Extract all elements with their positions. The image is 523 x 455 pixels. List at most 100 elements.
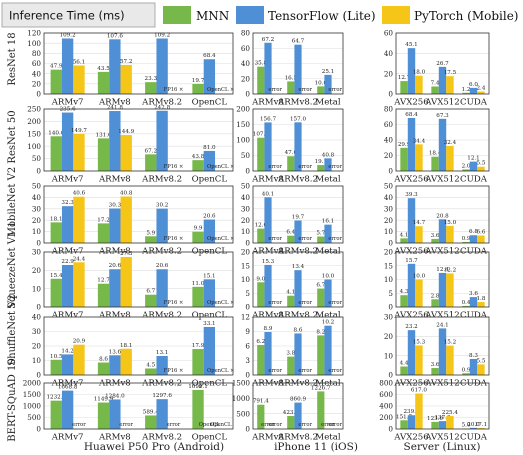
data-label: 26.7: [436, 61, 449, 67]
data-label: 589.4: [143, 409, 159, 415]
y-tick-label: 6: [245, 342, 250, 351]
y-tick-label: 0: [36, 90, 41, 99]
unsupported-annotation: error: [268, 300, 282, 306]
y-tick-label: 10: [384, 351, 394, 360]
bar-mnn: [431, 368, 439, 375]
bar-mnn: [462, 241, 470, 243]
data-label: 0.9: [462, 236, 471, 242]
data-label: 1284.0: [105, 393, 125, 399]
bar-tensorflow-lite: [61, 354, 74, 375]
unsupported-annotation: error: [328, 300, 342, 306]
data-label: 10.0: [413, 274, 426, 280]
bar-mnn: [145, 154, 157, 171]
data-label: 4.5: [146, 362, 155, 368]
legend-swatch-mnn: [163, 6, 191, 24]
data-label: 1668.8: [58, 385, 78, 391]
y-tick-label: 20: [32, 216, 42, 225]
unsupported-annotation: error: [72, 422, 86, 428]
data-label: 157.0: [290, 116, 306, 122]
unsupported-annotation: error: [298, 236, 312, 242]
y-tick-label: 60: [32, 59, 42, 68]
data-label: 43.5: [97, 66, 110, 72]
y-tick-label: 0: [388, 371, 393, 380]
bar-mnn: [400, 366, 408, 375]
y-tick-label: 40: [384, 193, 394, 202]
data-label: 14.7: [413, 220, 426, 226]
panel-frame: [252, 316, 344, 376]
panel-resnet-50-iphone-11-ios: 0 50 100 150 200 107.3 156.7 error ARMv8 47.6 157.…: [236, 105, 344, 185]
bar-pytorch-mobile: [415, 144, 423, 171]
bar-pytorch-mobile: [73, 133, 85, 171]
y-tick-label: 20: [32, 342, 42, 351]
data-label: 17.1: [475, 422, 487, 428]
y-tick-label: 15: [384, 261, 394, 270]
y-tick-label: 0: [245, 239, 250, 248]
data-label: 617.0: [411, 388, 427, 394]
data-label: 109.2: [60, 32, 76, 38]
x-tick-label: ARMv8.2: [277, 379, 318, 389]
panel-mobilenet-v2-server-linux: 0 10 20 30 40 50 4.1 39.3 14.7 AVX256 3.6 20.815.0 A…: [384, 182, 490, 257]
data-label: 10.0: [322, 274, 335, 280]
y-tick-label: 10: [32, 284, 42, 293]
y-tick-label: 120: [27, 29, 41, 38]
bar-pytorch-mobile: [446, 416, 454, 429]
bar-pytorch-mobile: [73, 65, 85, 94]
y-tick-label: 20: [241, 74, 251, 83]
bar-mnn: [50, 69, 62, 94]
y-tick-label: 500: [27, 413, 41, 422]
data-label: 13.4: [292, 264, 305, 270]
legend-label-pytorch: PyTorch (Mobile): [414, 9, 518, 23]
bar-mnn: [431, 299, 439, 307]
y-tick-label: 500: [236, 409, 250, 418]
bar-mnn: [192, 349, 204, 375]
data-label: 40.8: [322, 152, 335, 158]
x-tick-label: AVX512: [424, 247, 460, 257]
y-tick-label: 40: [241, 193, 251, 202]
y-tick-label: 30: [384, 204, 394, 213]
data-label: 14.2: [61, 348, 74, 354]
data-label: 18.0: [413, 70, 426, 76]
unsupported-annotation: error: [268, 422, 282, 428]
bar-mnn: [50, 136, 62, 171]
data-label: 15.1: [203, 273, 215, 279]
data-label: 64.7: [292, 39, 305, 45]
bar-pytorch-mobile: [446, 225, 454, 243]
bar-pytorch-mobile: [446, 76, 454, 94]
y-tick-label: 50: [32, 182, 42, 191]
bar-mnn: [145, 415, 157, 429]
bar-mnn: [257, 66, 265, 94]
data-label: 17.9: [192, 343, 205, 349]
bar-mnn: [97, 283, 110, 307]
bar-mnn: [192, 389, 204, 429]
y-tick-label: 800: [379, 379, 393, 388]
bar-mnn: [462, 305, 470, 307]
y-tick-label: 100: [236, 136, 250, 145]
x-tick-label: ARMv8.2: [277, 433, 318, 443]
bar-pytorch-mobile: [120, 135, 132, 171]
bar-tensorflow-lite: [469, 358, 478, 375]
data-label: 137.0: [434, 415, 450, 421]
x-tick-label: ARMv8: [251, 311, 284, 321]
bar-pytorch-mobile: [477, 364, 485, 375]
panel-frame: [43, 382, 234, 430]
unsupported-annotation: OpenCL ×: [207, 300, 234, 306]
y-tick-label: 2000: [23, 379, 42, 388]
x-tick-label: ARMv7: [51, 247, 84, 257]
y-tick-label: 20: [384, 69, 394, 78]
data-label: 18.1: [50, 216, 62, 222]
bar-tensorflow-lite: [264, 264, 272, 307]
data-label: 57.2: [120, 59, 133, 65]
data-label: 4.1: [286, 290, 295, 296]
bar-mnn: [431, 421, 439, 429]
bar-pytorch-mobile: [446, 273, 454, 307]
bar-tensorflow-lite: [109, 355, 121, 375]
unsupported-annotation: OpenCL: [199, 422, 221, 428]
unsupported-annotation: FP16 ×: [164, 236, 184, 242]
bar-mnn: [317, 236, 325, 243]
y-tick-label: 10: [384, 227, 394, 236]
unsupported-annotation: error: [261, 422, 275, 428]
bar-pytorch-mobile: [477, 302, 485, 307]
bar-mnn: [317, 86, 325, 94]
panel-shufflenet-v2-huawei-p50-pro-android: 0 10 20 30 40 10.514.2 20.9 ARMv7 8.613.618.1 ARM…: [32, 313, 235, 389]
unsupported-annotation: error: [298, 422, 312, 428]
